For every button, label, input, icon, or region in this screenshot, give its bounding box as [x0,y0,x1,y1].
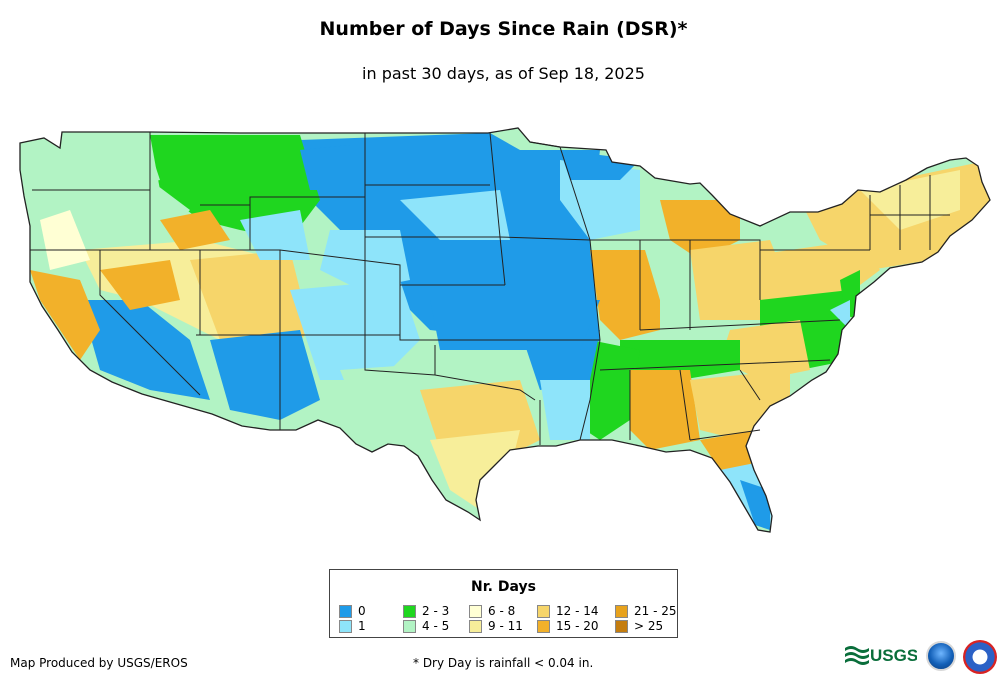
legend-item: 2 - 3 [403,605,449,618]
legend-swatch [537,605,550,618]
legend-title: Nr. Days [471,579,536,595]
legend-swatch [615,620,628,633]
legend-item: 0 [339,605,366,618]
legend-label: 12 - 14 [556,604,599,618]
legend-label: 4 - 5 [422,619,450,633]
map-credit: Map Produced by USGS/EROS [10,656,188,670]
legend-swatch [403,620,416,633]
map-title: Number of Days Since Rain (DSR)* [319,18,688,40]
noaa-logo [926,641,956,671]
legend-label: > 25 [634,619,664,633]
legend-swatch [403,605,416,618]
legend-item: 12 - 14 [537,605,599,618]
legend-label: 6 - 8 [488,604,516,618]
legend-swatch [339,620,352,633]
legend-item: > 25 [615,620,663,633]
legend-item: 21 - 25 [615,605,677,618]
legend-label: 0 [358,604,366,618]
legend-item: 4 - 5 [403,620,449,633]
precip-field [20,128,990,532]
legend-swatch [537,620,550,633]
dry-day-footnote: * Dry Day is rainfall < 0.04 in. [413,656,594,670]
legend-swatch [469,620,482,633]
legend-swatch [615,605,628,618]
nws-logo [963,640,997,674]
usgs-logo-text: USGS [870,646,917,665]
state-boundaries [19,127,991,533]
map-subtitle: in past 30 days, as of Sep 18, 2025 [362,64,645,83]
usgs-logo: USGS [845,646,917,665]
legend-label: 21 - 25 [634,604,677,618]
legend-item: 9 - 11 [469,620,523,633]
legend-label: 2 - 3 [422,604,450,618]
legend-swatch [339,605,352,618]
legend-label: 15 - 20 [556,619,599,633]
legend-item: 6 - 8 [469,605,515,618]
legend-label: 9 - 11 [488,619,523,633]
legend-item: 15 - 20 [537,620,599,633]
legend-swatch [469,605,482,618]
legend-item: 1 [339,620,366,633]
legend-label: 1 [358,619,366,633]
